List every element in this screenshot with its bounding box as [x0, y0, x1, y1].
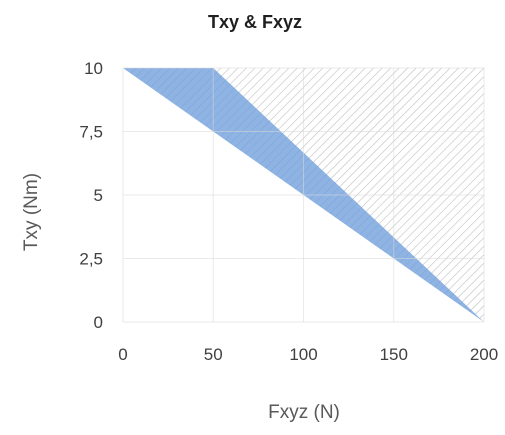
x-tick-label: 100 — [289, 345, 317, 364]
x-tick-label: 200 — [470, 345, 498, 364]
x-tick-label: 50 — [204, 345, 223, 364]
y-tick-label: 0 — [94, 313, 103, 332]
x-axis-ticks: 0 50 100 150 200 — [118, 345, 498, 364]
gridlines — [122, 67, 485, 323]
x-tick-label: 150 — [380, 345, 408, 364]
y-tick-label: 5 — [94, 186, 103, 205]
chart-title: Txy & Fxyz — [208, 12, 302, 32]
x-tick-label: 0 — [118, 345, 127, 364]
y-tick-label: 2,5 — [79, 250, 103, 269]
y-tick-label: 7,5 — [79, 123, 103, 142]
y-tick-label: 10 — [84, 59, 103, 78]
y-axis-ticks: 0 2,5 5 7,5 10 — [79, 59, 103, 332]
y-axis-label: Txy (Nm) — [21, 173, 42, 251]
x-axis-label: Fxyz (N) — [268, 402, 340, 423]
